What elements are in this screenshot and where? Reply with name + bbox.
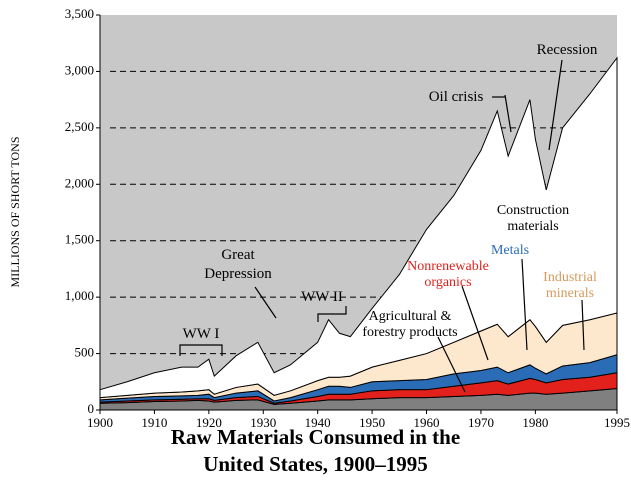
pointer — [581, 299, 585, 351]
y-tick-label: 2,000 — [65, 175, 94, 190]
x-tick-label: 1920 — [196, 415, 222, 430]
y-tick-label: 1,500 — [65, 232, 94, 247]
pointer — [521, 258, 528, 351]
chart-title: United States, 1900–1995 — [203, 452, 428, 476]
annotation: Recession — [536, 42, 598, 58]
x-tick-label: 1910 — [141, 415, 167, 430]
annotation: Oil crisis — [428, 89, 484, 105]
x-tick-label: 1950 — [359, 415, 385, 430]
x-tick-label: 1980 — [522, 415, 548, 430]
pointer — [548, 59, 563, 151]
series-label: Industrial minerals — [543, 270, 597, 301]
y-tick-label: 0 — [88, 401, 95, 416]
x-tick-label: 1970 — [468, 415, 494, 430]
bracket — [317, 306, 347, 322]
series-label: Construction materials — [496, 203, 570, 234]
x-tick-label: 1995 — [604, 415, 630, 430]
x-tick-label: 1960 — [414, 415, 440, 430]
y-tick-label: 3,000 — [65, 62, 94, 77]
y-tick-label: 3,500 — [65, 6, 94, 21]
annotation: Great Depression — [204, 247, 272, 282]
y-tick-label: 500 — [75, 345, 95, 360]
pointer — [254, 286, 277, 319]
series-label: Agricultural & forestry products — [362, 309, 458, 340]
pointer — [437, 336, 466, 393]
bracket — [179, 344, 223, 356]
annotation: WW I — [182, 326, 220, 342]
x-tick-label: 1900 — [87, 415, 113, 430]
series-label: Nonrenewable organics — [407, 259, 489, 290]
chart-title: Raw Materials Consumed in the — [170, 425, 461, 449]
y-tick-label: 2,500 — [65, 119, 94, 134]
y-axis-label: MILLIONS OF SHORT TONS — [8, 137, 22, 288]
area — [99, 56, 618, 399]
annotation: WW II — [301, 289, 343, 305]
series-label: Metals — [490, 243, 530, 258]
y-tick-label: 1,000 — [65, 288, 94, 303]
pointer — [504, 94, 512, 133]
x-tick-label: 1940 — [305, 415, 331, 430]
pointer — [461, 285, 489, 361]
x-tick-label: 1930 — [250, 415, 276, 430]
